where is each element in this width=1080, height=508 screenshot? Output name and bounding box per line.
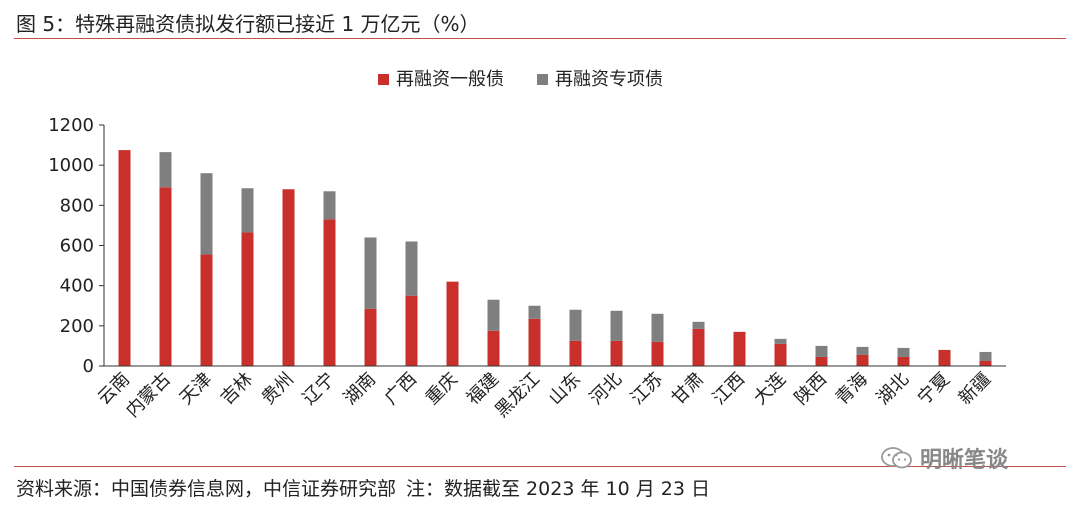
bar-general-18 xyxy=(856,354,869,366)
bar-special-18 xyxy=(856,346,869,355)
bar-special-2 xyxy=(200,173,213,255)
y-axis: 0 200 400 600 800 1000 1200 xyxy=(48,115,105,377)
bar-general-16 xyxy=(774,343,787,366)
legend-swatch-0 xyxy=(378,74,389,85)
x-tick-label-18: 青海 xyxy=(832,369,872,409)
bar-special-3 xyxy=(241,188,254,233)
bar-general-11 xyxy=(569,340,582,366)
x-tick-label-5: 辽宁 xyxy=(299,369,339,409)
bar-special-7 xyxy=(405,241,418,296)
bar-special-10 xyxy=(528,305,541,319)
bar-general-19 xyxy=(897,356,910,366)
bar-general-2 xyxy=(200,254,213,366)
bottom-rule xyxy=(14,466,1066,467)
top-rule xyxy=(14,38,1066,39)
bar-general-9 xyxy=(487,330,500,366)
bar-general-0 xyxy=(118,150,131,366)
x-tick-label-14: 甘肃 xyxy=(668,369,708,409)
y-tick-label-6: 1200 xyxy=(48,115,94,136)
bar-general-1 xyxy=(159,187,172,366)
bar-general-17 xyxy=(815,356,828,366)
legend-label-1: 再融资专项债 xyxy=(555,69,663,90)
x-tick-label-16: 大连 xyxy=(750,369,790,409)
y-tick-label-5: 1000 xyxy=(48,155,94,176)
bar-general-8 xyxy=(446,281,459,366)
x-tick-label-1: 内蒙古 xyxy=(122,369,175,422)
x-tick-label-17: 陕西 xyxy=(791,369,831,409)
x-tick-label-13: 江苏 xyxy=(627,369,667,409)
legend-label-0: 再融资一般债 xyxy=(396,69,504,90)
bar-special-19 xyxy=(897,347,910,357)
bar-general-7 xyxy=(405,295,418,366)
bar-special-11 xyxy=(569,309,582,341)
bar-special-6 xyxy=(364,237,377,309)
bar-special-12 xyxy=(610,310,623,341)
wechat-icon xyxy=(881,447,912,469)
bar-special-9 xyxy=(487,299,500,331)
bar-general-12 xyxy=(610,340,623,366)
x-tick-label-12: 河北 xyxy=(586,369,626,409)
source-text: 资料来源：中国债券信息网，中信证券研究部 xyxy=(16,478,397,500)
date-note: 注：数据截至 2023 年 10 月 23 日 xyxy=(406,478,710,500)
y-tick-label-4: 800 xyxy=(60,195,94,216)
bar-special-16 xyxy=(774,338,787,344)
bar-general-10 xyxy=(528,318,541,366)
bar-general-15 xyxy=(733,331,746,366)
x-tick-label-21: 新疆 xyxy=(955,369,995,409)
bar-special-21 xyxy=(979,351,992,361)
x-tick-label-7: 广西 xyxy=(381,369,421,409)
bar-general-6 xyxy=(364,308,377,366)
bar-special-13 xyxy=(651,313,664,342)
bar-special-17 xyxy=(815,345,828,357)
x-tick-label-2: 天津 xyxy=(176,369,216,409)
y-tick-label-2: 400 xyxy=(60,276,94,297)
bar-general-14 xyxy=(692,328,705,366)
chart-legend: 再融资一般债 再融资专项债 xyxy=(378,69,663,90)
bar-special-5 xyxy=(323,191,336,220)
source-note: 资料来源：中国债券信息网，中信证券研究部 注：数据截至 2023 年 10 月 2… xyxy=(16,474,710,501)
legend-swatch-1 xyxy=(537,74,548,85)
y-tick-label-1: 200 xyxy=(60,316,94,337)
x-tick-label-6: 湖南 xyxy=(340,369,380,409)
bar-general-5 xyxy=(323,219,336,366)
x-tick-label-11: 山东 xyxy=(545,369,585,409)
x-tick-label-4: 贵州 xyxy=(258,369,298,409)
watermark-text: 明晰笔谈 xyxy=(920,448,1009,473)
bar-general-3 xyxy=(241,232,254,366)
bar-general-13 xyxy=(651,341,664,366)
figure-title: 图 5：特殊再融资债拟发行额已接近 1 万亿元（%） xyxy=(16,12,480,36)
x-tick-label-8: 重庆 xyxy=(422,369,462,409)
bar-special-1 xyxy=(159,152,172,188)
bar-general-21 xyxy=(979,360,992,366)
x-tick-label-10: 黑龙江 xyxy=(491,369,544,422)
stacked-bar-chart: 再融资一般债 再融资专项债 0 200 400 600 800 1000 1200 云南内蒙古… xyxy=(48,69,1006,422)
x-tick-label-19: 湖北 xyxy=(873,369,913,409)
x-tick-label-3: 吉林 xyxy=(217,369,257,409)
y-tick-label-0: 0 xyxy=(83,356,94,377)
bar-general-4 xyxy=(282,189,295,366)
x-tick-label-20: 宁夏 xyxy=(914,369,954,409)
watermark: 明晰笔谈 xyxy=(880,442,1008,474)
bar-special-14 xyxy=(692,321,705,329)
bars xyxy=(118,150,992,366)
y-tick-label-3: 600 xyxy=(60,236,94,257)
x-tick-label-15: 江西 xyxy=(709,369,749,409)
bar-general-20 xyxy=(938,349,951,366)
